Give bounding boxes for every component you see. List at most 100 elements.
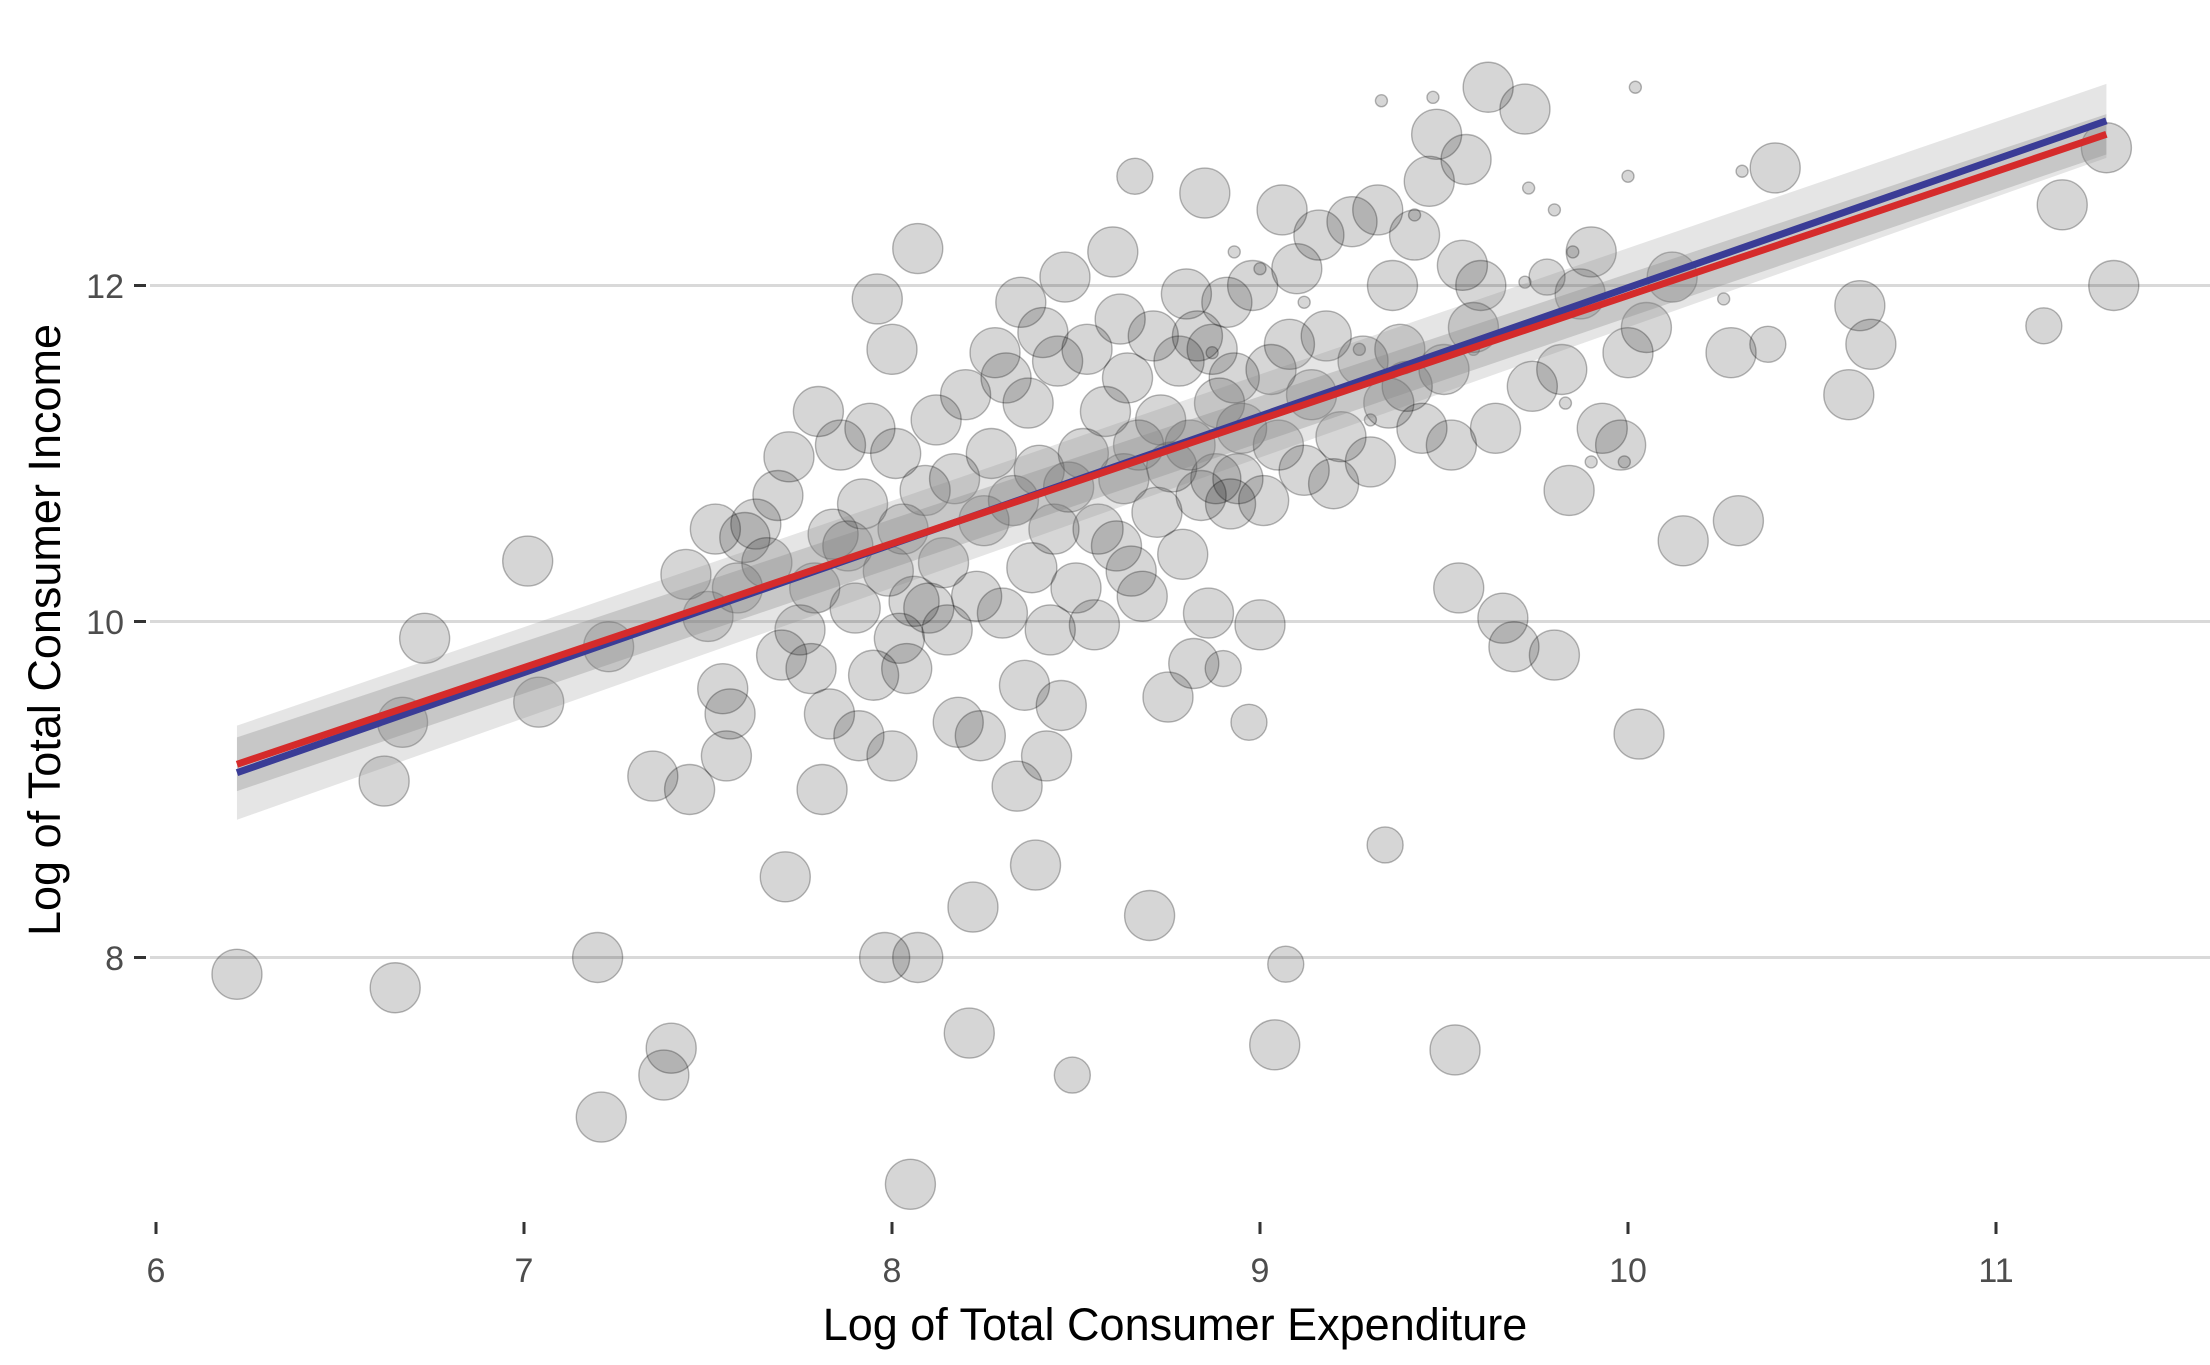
data-point-104 bbox=[1116, 570, 1168, 622]
x-tick-label-6: 6 bbox=[147, 1252, 166, 1290]
data-point-72 bbox=[980, 352, 1032, 404]
data-point-190 bbox=[1749, 142, 1801, 194]
data-point-41 bbox=[844, 402, 896, 454]
data-point-185 bbox=[1657, 515, 1709, 567]
grid-lines bbox=[150, 284, 2210, 959]
data-point-118 bbox=[1179, 167, 1231, 219]
data-point-142 bbox=[1293, 209, 1345, 261]
data-point-199 bbox=[1426, 90, 1440, 105]
data-point-47 bbox=[866, 323, 918, 376]
data-point-135 bbox=[1252, 419, 1305, 471]
data-point-186 bbox=[1705, 327, 1757, 379]
data-point-84 bbox=[1028, 503, 1080, 555]
data-point-192 bbox=[1834, 279, 1886, 332]
data-point-172 bbox=[1506, 360, 1559, 412]
data-point-74 bbox=[991, 760, 1043, 812]
data-point-5 bbox=[398, 612, 451, 664]
data-point-33 bbox=[796, 763, 848, 816]
x-tick-label-8: 8 bbox=[883, 1252, 902, 1290]
data-point-183 bbox=[1620, 301, 1673, 354]
data-point-144 bbox=[1307, 458, 1360, 510]
data-point-9 bbox=[575, 1091, 627, 1143]
data-point-46 bbox=[866, 730, 918, 782]
data-point-160 bbox=[1425, 419, 1478, 471]
data-point-109 bbox=[1142, 671, 1194, 723]
data-point-169 bbox=[1477, 592, 1529, 644]
fit-line-2 bbox=[235, 130, 2108, 768]
data-point-100 bbox=[1101, 352, 1154, 404]
data-point-63 bbox=[939, 369, 992, 421]
data-point-179 bbox=[1576, 402, 1628, 454]
data-point-112 bbox=[1157, 528, 1209, 580]
data-point-52 bbox=[884, 1158, 937, 1211]
data-point-58 bbox=[910, 394, 962, 446]
data-point-116 bbox=[1171, 310, 1224, 362]
data-point-209 bbox=[1584, 455, 1598, 469]
data-point-22 bbox=[719, 511, 771, 564]
data-point-121 bbox=[1190, 453, 1242, 505]
data-point-164 bbox=[1440, 133, 1492, 186]
data-point-113 bbox=[1160, 268, 1213, 320]
data-point-29 bbox=[774, 604, 826, 656]
data-point-101 bbox=[1105, 545, 1157, 597]
data-point-39 bbox=[833, 710, 885, 762]
data-point-127 bbox=[1212, 453, 1264, 505]
data-point-178 bbox=[1565, 226, 1617, 278]
x-axis: 6 7 8 9 10 11 Log of Total Consumer Expe… bbox=[147, 1222, 2014, 1350]
data-point-17 bbox=[689, 503, 742, 555]
data-point-28 bbox=[763, 431, 815, 483]
data-point-70 bbox=[969, 327, 1021, 379]
data-point-198 bbox=[1374, 93, 1389, 108]
data-point-174 bbox=[1528, 629, 1581, 681]
data-point-8 bbox=[571, 931, 624, 984]
data-point-137 bbox=[1267, 945, 1305, 983]
data-point-89 bbox=[1053, 1056, 1092, 1094]
data-point-77 bbox=[1002, 377, 1054, 429]
data-point-202 bbox=[1521, 181, 1536, 195]
data-point-204 bbox=[1352, 342, 1367, 357]
y-tick-label-8: 8 bbox=[105, 940, 124, 978]
data-point-136 bbox=[1256, 184, 1308, 236]
data-point-79 bbox=[1009, 839, 1062, 891]
data-point-134 bbox=[1249, 1019, 1301, 1071]
data-point-133 bbox=[1245, 343, 1297, 396]
data-point-150 bbox=[1366, 826, 1404, 864]
data-point-12 bbox=[638, 1049, 690, 1101]
data-point-23 bbox=[730, 498, 782, 550]
data-point-107 bbox=[1131, 486, 1183, 538]
data-point-206 bbox=[1558, 396, 1573, 410]
data-point-97 bbox=[1090, 520, 1143, 572]
data-point-105 bbox=[1123, 889, 1176, 942]
data-point-76 bbox=[998, 659, 1051, 712]
data-point-149 bbox=[1352, 184, 1404, 236]
data-point-211 bbox=[1518, 275, 1532, 289]
data-point-203 bbox=[1407, 208, 1422, 222]
data-point-69 bbox=[965, 427, 1018, 480]
data-point-59 bbox=[917, 537, 970, 589]
data-point-62 bbox=[932, 696, 984, 748]
data-point-75 bbox=[995, 276, 1047, 328]
data-point-27 bbox=[759, 851, 811, 903]
data-point-194 bbox=[2025, 307, 2063, 345]
data-point-119 bbox=[1182, 587, 1235, 639]
data-point-57 bbox=[903, 582, 955, 634]
data-point-7 bbox=[513, 676, 565, 728]
data-point-117 bbox=[1175, 469, 1227, 522]
x-axis-title: Log of Total Consumer Expenditure bbox=[823, 1299, 1528, 1350]
data-point-187 bbox=[1712, 495, 1765, 547]
data-point-123 bbox=[1204, 649, 1242, 688]
data-point-215 bbox=[1253, 262, 1267, 276]
data-point-51 bbox=[881, 642, 933, 695]
x-tick-label-11: 11 bbox=[1978, 1252, 2013, 1290]
data-point-139 bbox=[1271, 243, 1323, 295]
data-point-92 bbox=[1061, 323, 1113, 376]
data-point-214 bbox=[1205, 346, 1219, 360]
data-point-32 bbox=[792, 385, 845, 438]
data-point-166 bbox=[1455, 259, 1507, 312]
data-point-158 bbox=[1410, 108, 1463, 161]
data-point-155 bbox=[1388, 209, 1441, 261]
data-point-201 bbox=[1621, 169, 1635, 184]
y-axis-title: Log of Total Consumer Income bbox=[19, 324, 70, 936]
data-point-44 bbox=[858, 931, 911, 984]
data-point-81 bbox=[1017, 306, 1069, 359]
